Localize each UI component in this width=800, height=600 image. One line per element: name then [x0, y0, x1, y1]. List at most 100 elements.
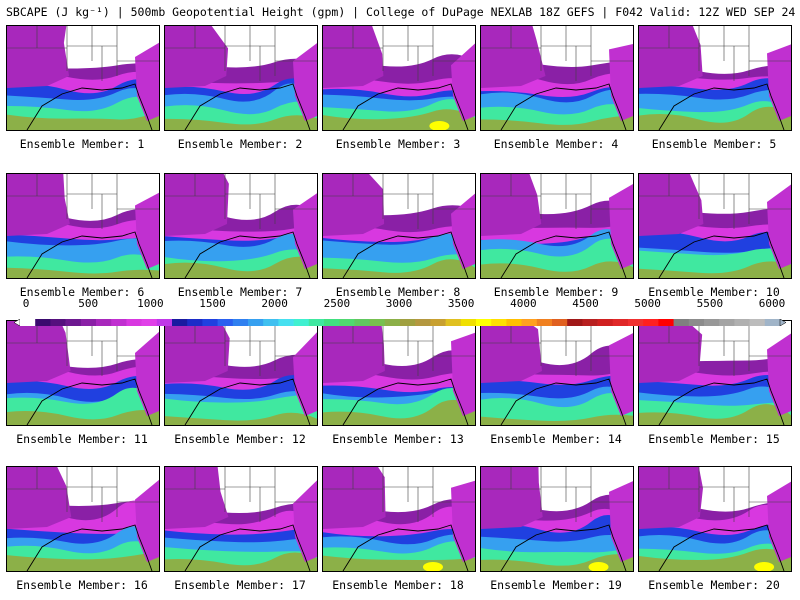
colorbar-left-arrow [13, 318, 21, 327]
colorbar-segment [658, 319, 674, 326]
colorbar-tick-label: 6000 [758, 297, 786, 310]
colorbar-segment [263, 319, 279, 326]
colorbar-segment [521, 319, 538, 326]
ensemble-member-label: Ensemble Member: 3 [335, 137, 461, 151]
colorbar-segment [141, 319, 158, 326]
ensemble-member-map-11 [6, 320, 160, 426]
ensemble-member-label: Ensemble Member: 10 [648, 285, 780, 299]
colorbar-segment [187, 319, 203, 326]
ensemble-member-label: Ensemble Member: 11 [16, 432, 148, 446]
ensemble-member-label: Ensemble Member: 15 [648, 432, 780, 446]
ensemble-member-map-16 [6, 466, 160, 572]
colorbar-segment [324, 319, 340, 326]
colorbar-segment [126, 319, 142, 326]
ensemble-member-label: Ensemble Member: 2 [177, 137, 303, 151]
colorbar-segment [232, 319, 249, 326]
ensemble-member-map-7 [164, 173, 318, 279]
ensemble-member-label: Ensemble Member: 18 [332, 578, 464, 592]
colorbar-tick-label: 1000 [137, 297, 164, 310]
ensemble-member-map-10 [638, 173, 792, 279]
colorbar-segment [552, 319, 568, 326]
colorbar-segment [415, 319, 431, 326]
colorbar-segment [749, 319, 766, 326]
colorbar-tick-label: 2500 [323, 297, 351, 310]
ensemble-member-label: Ensemble Member: 19 [490, 578, 622, 592]
colorbar-segment [719, 319, 735, 326]
ensemble-member-map-1 [6, 25, 160, 131]
ensemble-member-label: Ensemble Member: 9 [493, 285, 619, 299]
colorbar-segment [80, 319, 97, 326]
ensemble-member-map-14 [480, 320, 634, 426]
colorbar-segment [567, 319, 583, 326]
colorbar-tick-label: 500 [78, 297, 99, 310]
colorbar-segment [217, 319, 234, 326]
colorbar-segment [111, 319, 127, 326]
colorbar-segment [50, 319, 66, 326]
colorbar-segment [202, 319, 218, 326]
colorbar-tick-label: 3000 [385, 297, 413, 310]
colorbar-segment [582, 319, 598, 326]
colorbar-segment [293, 319, 310, 326]
colorbar-tick-label: 4500 [572, 297, 599, 310]
ensemble-member-map-18 [322, 466, 476, 572]
colorbar-segment [612, 319, 629, 326]
colorbar-graphic [13, 318, 787, 327]
colorbar-segment [536, 319, 553, 326]
ensemble-member-label: Ensemble Member: 7 [177, 285, 303, 299]
colorbar-segment [445, 319, 462, 326]
ensemble-member-map-3 [322, 25, 476, 131]
colorbar-segment [172, 319, 188, 326]
colorbar-tick-label: 5000 [634, 297, 661, 310]
ensemble-member-label: Ensemble Member: 1 [19, 137, 145, 151]
ensemble-member-label: Ensemble Member: 8 [335, 285, 461, 299]
ensemble-member-label: Ensemble Member: 14 [490, 432, 622, 446]
cape-colorbar [13, 311, 787, 327]
colorbar-segment [339, 319, 355, 326]
colorbar-segment [354, 319, 370, 326]
colorbar-segment [673, 319, 690, 326]
ensemble-member-label: Ensemble Member: 12 [174, 432, 306, 446]
ensemble-member-label: Ensemble Member: 17 [174, 578, 306, 592]
ensemble-member-map-20 [638, 466, 792, 572]
colorbar-segment [628, 319, 644, 326]
ensemble-member-map-17 [164, 466, 318, 572]
colorbar-segment [704, 319, 720, 326]
ensemble-member-label: Ensemble Member: 6 [19, 285, 145, 299]
ensemble-member-label: Ensemble Member: 5 [651, 137, 777, 151]
colorbar-segment [734, 319, 750, 326]
ensemble-member-label: Ensemble Member: 4 [493, 137, 619, 151]
colorbar-segment [476, 319, 492, 326]
colorbar-tick-label: 3500 [447, 297, 475, 310]
colorbar-segment [35, 319, 51, 326]
ensemble-member-map-8 [322, 173, 476, 279]
colorbar-segment [248, 319, 264, 326]
ensemble-member-map-12 [164, 320, 318, 426]
colorbar-segment [369, 319, 386, 326]
ensemble-member-label: Ensemble Member: 13 [332, 432, 464, 446]
colorbar-segment [430, 319, 446, 326]
colorbar-segment [491, 319, 507, 326]
colorbar-segment [400, 319, 416, 326]
colorbar-tick-label: 1500 [199, 297, 226, 310]
colorbar-segment [688, 319, 705, 326]
ensemble-member-map-13 [322, 320, 476, 426]
colorbar-segment [308, 319, 325, 326]
colorbar-segment [96, 319, 112, 326]
colorbar-segment [506, 319, 522, 326]
ensemble-member-map-5 [638, 25, 792, 131]
ensemble-member-map-19 [480, 466, 634, 572]
ensemble-member-label: Ensemble Member: 16 [16, 578, 148, 592]
colorbar-segment [278, 319, 294, 326]
ensemble-member-map-9 [480, 173, 634, 279]
colorbar-tick-label: 0 [22, 297, 30, 310]
colorbar-segment [764, 319, 781, 326]
colorbar-segment [460, 319, 477, 326]
colorbar-tick-label: 5500 [696, 297, 724, 310]
ensemble-member-map-6 [6, 173, 160, 279]
colorbar-right-arrow [779, 318, 787, 327]
colorbar-tick-label: 4000 [510, 297, 537, 310]
ensemble-member-map-2 [164, 25, 318, 131]
colorbar-segment [643, 319, 659, 326]
page-title: SBCAPE (J kg⁻¹) | 500mb Geopotential Hei… [6, 5, 800, 19]
ensemble-member-map-4 [480, 25, 634, 131]
